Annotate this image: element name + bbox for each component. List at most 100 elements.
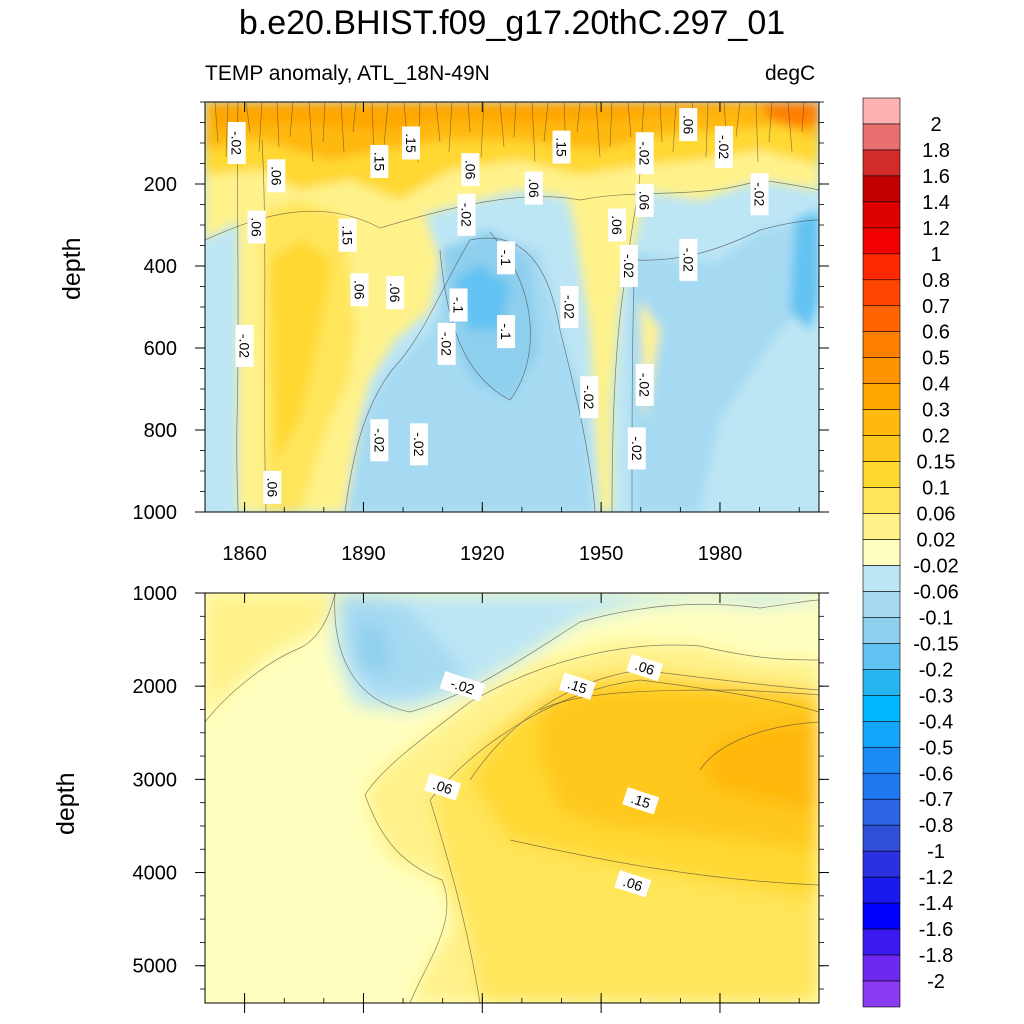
colorbar-box <box>862 175 901 203</box>
chart-subtitle-left: TEMP anomaly, ATL_18N-49N <box>205 62 490 85</box>
contour-label: .06 <box>614 870 652 898</box>
y-tick-label: 1000 <box>133 583 178 605</box>
contour-label: .15 <box>401 126 420 160</box>
svg-text:-.02: -.02 <box>752 182 768 206</box>
contour-label: .06 <box>635 183 654 217</box>
contour-label: .06 <box>247 210 266 244</box>
svg-text:-.02: -.02 <box>237 334 253 358</box>
contour-label: .06 <box>461 153 480 187</box>
contour-label: .06 <box>263 470 282 504</box>
contour-label: .06 <box>679 108 698 142</box>
svg-text:-.02: -.02 <box>581 385 597 409</box>
colorbar-label: -0.3 <box>919 685 953 707</box>
colorbar-box <box>862 746 901 774</box>
colorbar-label: -2 <box>927 971 945 993</box>
contour-label: .15 <box>552 130 571 164</box>
svg-text:.06: .06 <box>264 478 280 498</box>
contour-label: -.02 <box>635 363 654 406</box>
contour-label: .06 <box>424 773 462 801</box>
contour-label: .15 <box>558 672 596 700</box>
y-tick-label: 3000 <box>133 769 178 791</box>
svg-text:-.02: -.02 <box>439 332 455 356</box>
colorbar-label: 0.06 <box>917 504 956 526</box>
colorbar-label: 1.2 <box>922 218 950 240</box>
colorbar-box <box>862 357 901 384</box>
x-tick-label: 1950 <box>579 543 624 565</box>
chart-title: b.e20.BHIST.f09_g17.20thC.297_01 <box>238 4 786 42</box>
contour-label: .06 <box>350 273 369 307</box>
colorbar-box <box>862 331 901 359</box>
contour-label: -.02 <box>370 419 389 462</box>
colorbar-box <box>862 201 901 229</box>
contour-label: -.02 <box>437 322 456 365</box>
svg-text:-.02: -.02 <box>229 131 245 155</box>
colorbar-box <box>862 591 901 618</box>
svg-text:.06: .06 <box>609 215 625 235</box>
colorbar-box <box>862 149 901 177</box>
svg-text:-.02: -.02 <box>637 373 653 397</box>
colorbar-label: 0.8 <box>922 270 950 292</box>
colorbar-label: 1.6 <box>922 166 950 188</box>
colorbar-label: 0.6 <box>922 322 950 344</box>
svg-text:.06: .06 <box>351 280 367 300</box>
svg-text:.15: .15 <box>371 152 387 172</box>
contour-label: .06 <box>626 653 664 682</box>
contour-label: .15 <box>370 144 389 178</box>
svg-text:.06: .06 <box>633 657 657 678</box>
y-tick-label: 1000 <box>133 502 178 524</box>
svg-text:-.02: -.02 <box>629 436 645 460</box>
colorbar-label: 1.4 <box>922 192 950 214</box>
svg-text:-.02: -.02 <box>716 135 732 159</box>
contour-label: -.02 <box>627 427 646 470</box>
x-tick-label: 1890 <box>341 543 386 565</box>
colorbar-label: 1.8 <box>922 140 950 162</box>
x-tick-label: 1920 <box>460 543 505 565</box>
svg-text:.06: .06 <box>431 776 455 797</box>
contour-label: -.02 <box>750 173 769 216</box>
colorbar-label: 0.1 <box>922 478 950 500</box>
colorbar-box <box>862 850 901 878</box>
svg-text:-.02: -.02 <box>621 254 637 278</box>
colorbar-box <box>862 305 901 333</box>
units-label: degC <box>765 62 816 85</box>
contour-label: .06 <box>607 208 626 242</box>
colorbar-label: -0.4 <box>919 711 953 733</box>
lower-panel-frame <box>204 592 820 1004</box>
lower-panel-field <box>205 593 819 1003</box>
colorbar-label: -1.6 <box>919 919 953 941</box>
colorbar-box <box>862 721 901 748</box>
colorbar-box <box>862 643 901 670</box>
contour-label: -.02 <box>560 286 579 328</box>
colorbar-label: -0.06 <box>913 581 959 603</box>
colorbar-label: -0.15 <box>913 633 959 655</box>
colorbar-box <box>862 798 901 826</box>
svg-text:-.1: -.1 <box>498 323 514 340</box>
colorbar-box <box>862 435 901 462</box>
y-tick-label: 600 <box>144 338 177 360</box>
contour-label: .15 <box>622 787 660 815</box>
colorbar-label: 1 <box>930 244 941 266</box>
svg-text:.06: .06 <box>462 160 478 180</box>
colorbar-box <box>862 902 901 930</box>
svg-text:.06: .06 <box>621 873 645 894</box>
contour-label: -.02 <box>235 324 254 367</box>
colorbar-label: 0.2 <box>922 426 950 448</box>
colorbar-box <box>862 409 901 436</box>
colorbar-box <box>862 669 901 696</box>
colorbar-box <box>862 253 901 281</box>
colorbar-box <box>862 97 901 125</box>
colorbar-box <box>862 617 901 644</box>
colorbar-label: -0.1 <box>919 607 953 629</box>
contour-label: -.02 <box>409 423 428 466</box>
colorbar-box <box>862 954 901 982</box>
colorbar-box <box>862 279 901 307</box>
y-tick-label: 2000 <box>133 676 178 698</box>
y-tick-label: 200 <box>144 174 177 196</box>
svg-text:-.02: -.02 <box>371 428 387 452</box>
svg-text:-.02: -.02 <box>561 295 577 319</box>
colorbar-box <box>862 980 901 1008</box>
colorbar-box <box>862 383 901 410</box>
svg-text:-.02: -.02 <box>449 675 477 698</box>
colorbar-label: 0.5 <box>922 348 950 370</box>
svg-text:.06: .06 <box>680 115 696 135</box>
